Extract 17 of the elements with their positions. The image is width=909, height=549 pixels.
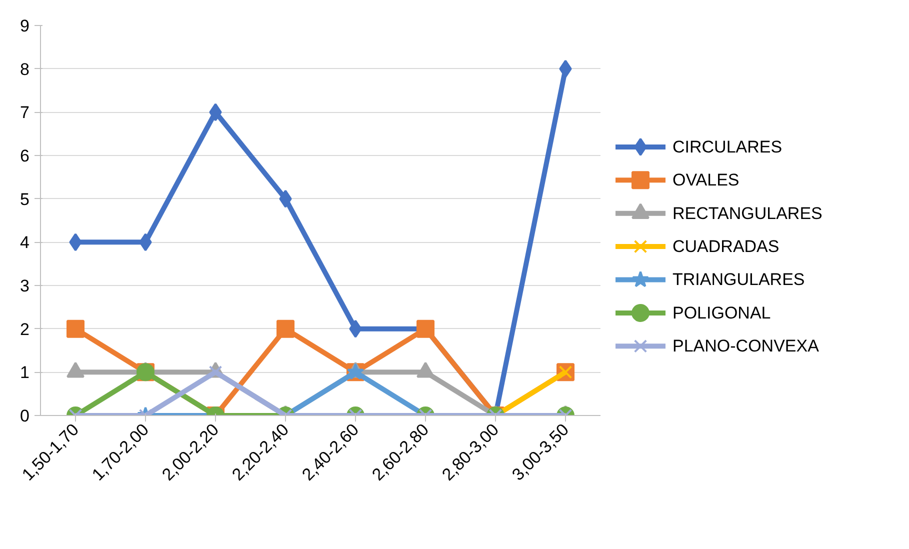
legend-label: RECTANGULARES	[672, 204, 822, 223]
y-tick-label: 9	[20, 16, 30, 36]
y-tick-label: 5	[20, 190, 30, 209]
y-tick-label: 8	[20, 60, 30, 79]
legend-label: OVALES	[672, 170, 740, 190]
legend-label: CUADRADAS	[672, 237, 780, 256]
y-tick-label: 4	[20, 233, 30, 252]
legend-label: PLANO-CONVEXA	[672, 336, 820, 356]
legend-label: TRIANGULARES	[672, 270, 805, 290]
y-tick-label: 2	[20, 320, 30, 339]
y-tick-label: 7	[20, 103, 30, 122]
y-tick-label: 0	[20, 406, 30, 426]
legend-label: CIRCULARES	[672, 137, 782, 156]
y-tick-label: 3	[20, 276, 30, 296]
legend-label: POLIGONAL	[672, 303, 771, 322]
y-tick-label: 6	[20, 146, 30, 166]
y-tick-label: 1	[20, 363, 30, 382]
